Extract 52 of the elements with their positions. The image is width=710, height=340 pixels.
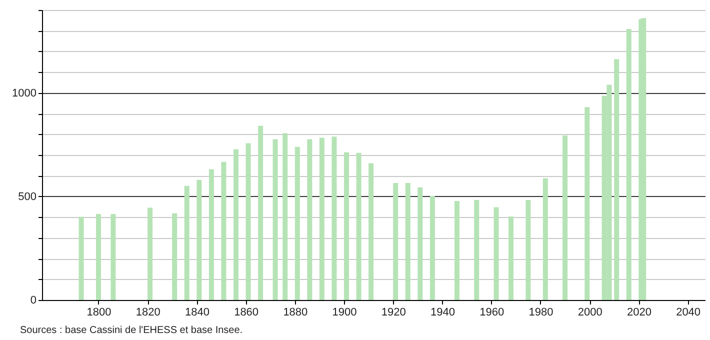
bar — [282, 133, 288, 300]
bar — [246, 143, 251, 300]
bar — [332, 136, 337, 300]
x-tick-label: 1920 — [381, 306, 406, 318]
bar — [454, 200, 460, 300]
bar — [526, 200, 531, 300]
bar — [562, 136, 568, 300]
bar — [508, 216, 514, 300]
x-tick-label: 1980 — [528, 306, 554, 318]
x-tick-label: 1800 — [86, 306, 112, 318]
x-tick-label: 2040 — [676, 306, 701, 318]
x-tick-label: 1860 — [234, 306, 259, 318]
bar — [307, 139, 312, 300]
bar — [626, 29, 632, 300]
x-tick-label: 1940 — [430, 306, 455, 318]
bar — [148, 208, 153, 300]
bar — [344, 152, 349, 300]
bar — [221, 162, 226, 300]
x-tick-label: 1840 — [184, 306, 210, 318]
bar — [258, 126, 264, 300]
bar — [110, 214, 116, 300]
bar — [393, 182, 398, 300]
bar — [418, 187, 423, 300]
y-tick-label: 500 — [18, 190, 36, 203]
y-tick-label: 1000 — [12, 87, 36, 100]
bar — [614, 59, 620, 300]
bar — [208, 169, 214, 300]
x-tick-label: 2020 — [626, 306, 652, 318]
bar — [474, 200, 480, 300]
x-tick-label: 1960 — [480, 306, 504, 318]
bar — [172, 213, 178, 300]
bar — [196, 180, 202, 300]
bar — [356, 152, 362, 300]
x-tick-label: 1900 — [332, 306, 357, 318]
bar — [272, 139, 278, 300]
bar — [78, 216, 84, 300]
bar — [319, 138, 324, 300]
x-tick-label: 2000 — [578, 306, 602, 318]
bar — [542, 178, 548, 300]
source-note: Sources : base Cassini de l'EHESS et base Insee. — [20, 325, 243, 336]
bar — [584, 107, 590, 300]
bar — [294, 146, 300, 300]
bar — [368, 163, 374, 300]
bar — [430, 196, 435, 300]
bar — [96, 214, 101, 300]
bar — [494, 207, 499, 300]
y-tick-label: 0 — [30, 294, 36, 306]
bar — [405, 182, 410, 300]
x-tick-label: 1880 — [283, 306, 308, 318]
bar — [233, 149, 238, 300]
bar — [184, 186, 190, 300]
x-tick-label: 1820 — [136, 306, 160, 318]
